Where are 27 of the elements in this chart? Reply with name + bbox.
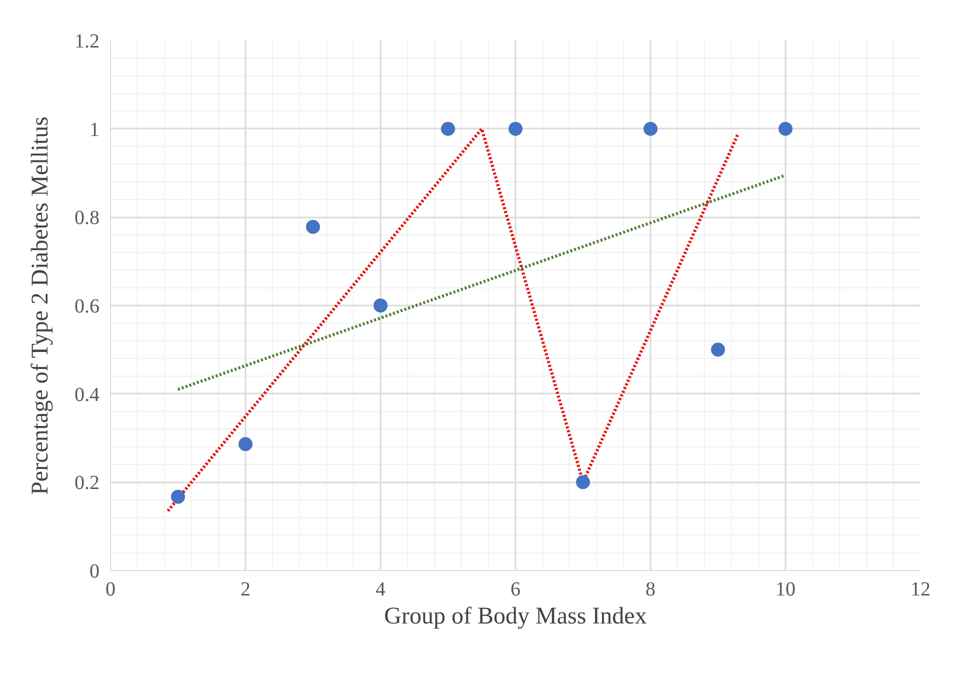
y-tick-label: 0: [90, 560, 100, 582]
y-tick-label: 1: [90, 118, 100, 141]
x-tick-label: 10: [776, 578, 796, 600]
x-tick-label: 0: [106, 578, 116, 600]
point: [508, 122, 522, 136]
point: [778, 122, 792, 136]
y-tick-label: 0.4: [74, 384, 100, 406]
x-axis-title: Group of Body Mass Index: [384, 604, 647, 630]
y-tick-label: 1.2: [74, 30, 100, 52]
x-tick-label: 6: [510, 578, 520, 600]
y-tick-label: 0.8: [74, 207, 100, 230]
line-series: [166, 127, 740, 512]
point: [576, 475, 590, 490]
y-tick-label: 0.2: [74, 472, 100, 494]
y-axis-title: Percentage of Type 2 Diabetes Mellitus: [28, 116, 54, 495]
point: [441, 122, 455, 136]
point: [711, 342, 725, 357]
point: [171, 490, 185, 504]
y-tick-label: 0.6: [74, 296, 100, 318]
point: [306, 220, 320, 234]
point: [238, 437, 252, 452]
point: [644, 122, 658, 136]
x-tick-label: 8: [646, 578, 656, 600]
point: [374, 298, 388, 312]
x-tick-label: 2: [240, 578, 250, 600]
x-tick-label: 12: [910, 578, 930, 600]
x-tick-label: 4: [376, 578, 386, 600]
